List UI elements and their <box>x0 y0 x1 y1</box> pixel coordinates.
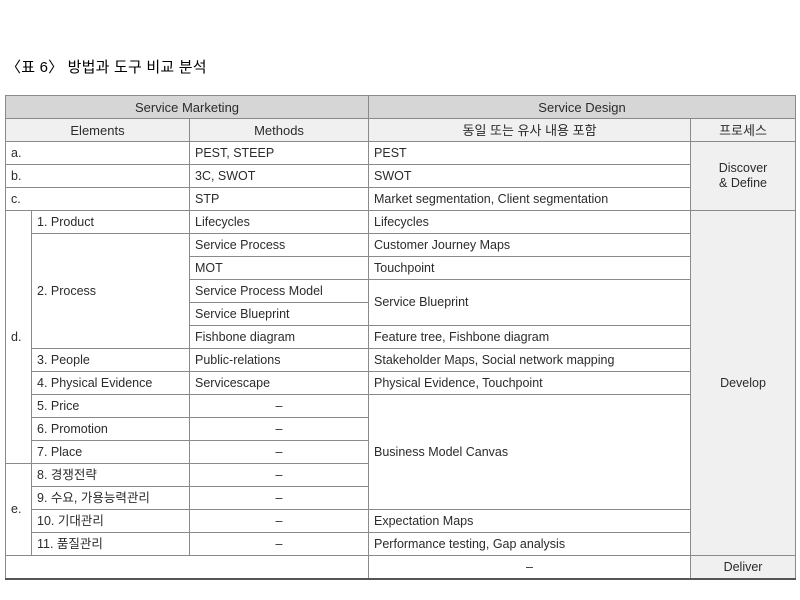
table-row-demand-capacity: 9. 수요, 가용능력관리 – <box>6 486 796 510</box>
table-row-people: 3. People Public-relations Stakeholder M… <box>6 348 796 372</box>
table-row-promotion: 6. Promotion – <box>6 417 796 441</box>
cell-element-price: 5. Price <box>31 394 190 418</box>
cell-method-service-blueprint: Service Blueprint <box>188 302 370 326</box>
cell-method-product: Lifecycles <box>188 210 370 234</box>
cell-design-b: SWOT <box>368 164 692 188</box>
cell-design-last-dash: – <box>368 555 692 580</box>
section-label-c: c. <box>5 187 190 211</box>
section-label-b: b. <box>5 164 190 188</box>
cell-method-service-process-model: Service Process Model <box>188 279 370 303</box>
section-label-d: d. <box>5 210 32 464</box>
cell-method-demand-dash: – <box>188 486 370 510</box>
comparison-table-container: Service Marketing Service Design Element… <box>4 95 797 580</box>
cell-element-promotion: 6. Promotion <box>31 417 190 441</box>
table-row-process-3: Service Process Model Service Blueprint <box>6 279 796 326</box>
cell-element-place: 7. Place <box>31 440 190 464</box>
cell-method-servicescape: Servicescape <box>188 371 370 395</box>
cell-element-competitive-strategy: 8. 경쟁전략 <box>31 463 190 487</box>
process-stage-discover-define: Discover & Define <box>690 141 797 211</box>
process-stage-develop: Develop <box>690 210 797 556</box>
cell-method-mot: MOT <box>188 256 370 280</box>
cell-design-c: Market segmentation, Client segmentation <box>368 187 692 211</box>
cell-empty-last-left <box>4 555 370 580</box>
table-row-process-4: Service Blueprint <box>6 302 796 326</box>
cell-method-fishbone-diagram: Fishbone diagram <box>188 325 370 349</box>
header-col-process: 프로세스 <box>690 118 797 142</box>
cell-method-quality-dash: – <box>188 532 370 556</box>
table-row-a: a. PEST, STEEP PEST Discover & Define <box>5 141 797 211</box>
table-header-group-row: Service Marketing Service Design <box>4 95 797 119</box>
cell-design-performance-gap: Performance testing, Gap analysis <box>368 532 692 556</box>
cell-element-product: 1. Product <box>31 210 190 234</box>
cell-design-expectation-maps: Expectation Maps <box>368 509 692 533</box>
table-row-product: d. 1. Product Lifecycles Lifecycles Deve… <box>5 210 797 556</box>
table-row-expectation: 10. 기대관리 – Expectation Maps <box>6 509 796 533</box>
table-row-quality: 11. 품질관리 – Performance testing, Gap anal… <box>6 532 796 556</box>
header-service-design: Service Design <box>368 95 797 119</box>
table-row-place: 7. Place – <box>6 440 796 464</box>
process-discover-line2: & Define <box>719 176 767 190</box>
cell-method-expectation-dash: – <box>188 509 370 533</box>
cell-element-expectation: 10. 기대관리 <box>31 509 190 533</box>
cell-method-service-process: Service Process <box>188 233 370 257</box>
cell-design-feature-tree-fishbone: Feature tree, Fishbone diagram <box>368 325 692 349</box>
cell-method-b: 3C, SWOT <box>188 164 370 188</box>
cell-element-people: 3. People <box>31 348 190 372</box>
cell-design-service-blueprint: Service Blueprint <box>368 279 692 326</box>
cell-method-c: STP <box>188 187 370 211</box>
cell-design-customer-journey-maps: Customer Journey Maps <box>368 233 692 257</box>
cell-design-physical-evidence-touchpoint: Physical Evidence, Touchpoint <box>368 371 692 395</box>
cell-method-price-dash: – <box>188 394 370 418</box>
cell-design-touchpoint: Touchpoint <box>368 256 692 280</box>
cell-method-strategy-dash: – <box>188 463 370 487</box>
table-row-deliver: – Deliver <box>4 555 797 580</box>
cell-design-business-model-canvas: Business Model Canvas <box>368 394 692 510</box>
table-row-process-1: 2. Process Service Process Customer Jour… <box>6 233 796 349</box>
header-col-elements: Elements <box>5 118 190 142</box>
cell-design-product: Lifecycles <box>368 210 692 234</box>
table-row-b: b. 3C, SWOT SWOT <box>5 164 796 188</box>
cell-element-physical-evidence: 4. Physical Evidence <box>31 371 190 395</box>
cell-method-place-dash: – <box>188 440 370 464</box>
table-caption: 〈표 6〉 방법과 도구 비교 분석 <box>6 59 207 76</box>
process-discover-line1: Discover <box>718 161 768 175</box>
section-label-e: e. <box>5 463 32 556</box>
comparison-table: Service Marketing Service Design Element… <box>4 95 797 580</box>
cell-design-a: PEST <box>368 141 692 165</box>
header-service-marketing: Service Marketing <box>4 95 370 119</box>
section-label-a: a. <box>5 141 190 165</box>
cell-element-demand-capacity: 9. 수요, 가용능력관리 <box>31 486 190 510</box>
table-row-competitive-strategy: e. 8. 경쟁전략 – <box>5 463 796 556</box>
table-header-columns-row: Elements Methods 동일 또는 유사 내용 포함 프로세스 <box>5 118 797 142</box>
cell-design-stakeholder-maps: Stakeholder Maps, Social network mapping <box>368 348 692 372</box>
cell-method-a: PEST, STEEP <box>188 141 370 165</box>
header-col-similar-content: 동일 또는 유사 내용 포함 <box>368 118 692 142</box>
table-row-process-5: Fishbone diagram Feature tree, Fishbone … <box>6 325 796 349</box>
table-row-c: c. STP Market segmentation, Client segme… <box>5 187 796 211</box>
table-row-physical-evidence: 4. Physical Evidence Servicescape Physic… <box>6 371 796 395</box>
header-col-methods: Methods <box>188 118 370 142</box>
cell-method-promotion-dash: – <box>188 417 370 441</box>
process-stage-deliver: Deliver <box>690 555 797 580</box>
cell-element-quality: 11. 품질관리 <box>31 532 190 556</box>
cell-method-public-relations: Public-relations <box>188 348 370 372</box>
table-row-price: 5. Price – Business Model Canvas <box>6 394 796 510</box>
cell-element-process: 2. Process <box>31 233 190 349</box>
